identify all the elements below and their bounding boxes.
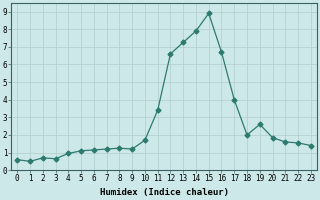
X-axis label: Humidex (Indice chaleur): Humidex (Indice chaleur) — [100, 188, 228, 197]
